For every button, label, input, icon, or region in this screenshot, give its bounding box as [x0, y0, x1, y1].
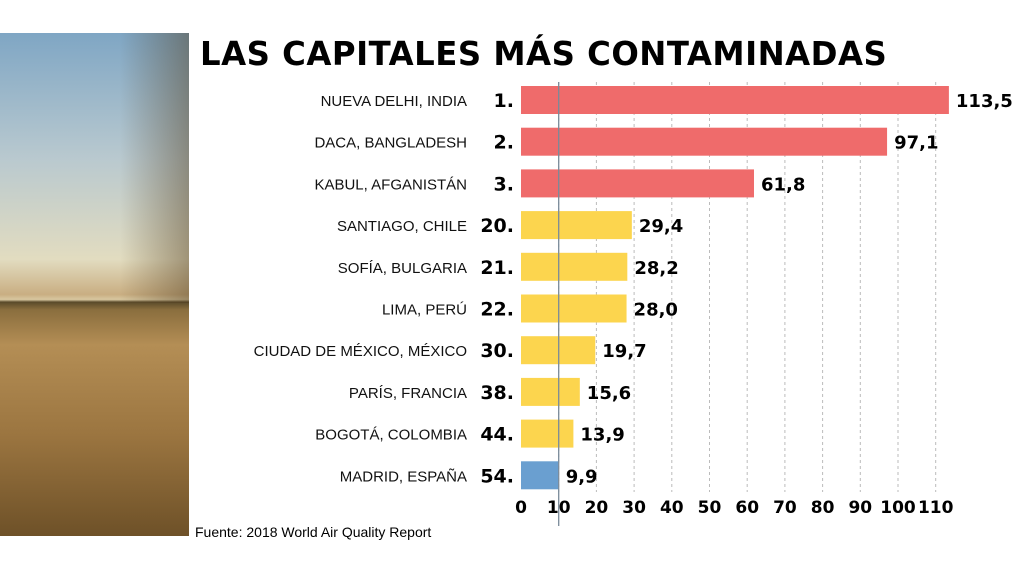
bar	[521, 294, 627, 323]
rank-label: 22.	[480, 299, 514, 321]
rank-label: 3.	[494, 173, 514, 195]
value-label: 61,8	[761, 174, 805, 195]
value-label: 15,6	[587, 383, 631, 404]
bar	[521, 461, 559, 490]
bar	[521, 86, 949, 114]
value-label: 29,4	[639, 216, 683, 237]
value-label: 28,0	[634, 300, 678, 321]
x-tick-label: 60	[735, 498, 759, 518]
rank-label: 30.	[480, 340, 514, 362]
category-label: MADRID, ESPAÑA	[340, 468, 467, 485]
category-label: BOGOTÁ, COLOMBIA	[315, 427, 467, 444]
x-tick-label: 100	[880, 498, 916, 518]
x-tick-label: 80	[811, 498, 835, 518]
category-label: LIMA, PERÚ	[382, 302, 467, 319]
rank-label: 38.	[480, 382, 514, 404]
value-label: 97,1	[894, 133, 938, 154]
category-label: SOFÍA, BULGARIA	[338, 260, 467, 277]
category-label: CIUDAD DE MÉXICO, MÉXICO	[254, 343, 467, 360]
value-label: 13,9	[580, 425, 624, 446]
category-label: NUEVA DELHI, INDIA	[321, 93, 467, 110]
source-note: Fuente: 2018 World Air Quality Report	[195, 524, 432, 540]
x-tick-label: 110	[918, 498, 954, 518]
bar	[521, 377, 580, 406]
rank-label: 21.	[480, 257, 514, 279]
x-tick-label: 90	[848, 498, 872, 518]
rank-label: 54.	[480, 465, 514, 487]
category-label: SANTIAGO, CHILE	[337, 218, 467, 235]
background-photo-dry-land	[0, 33, 189, 536]
category-label: DACA, BANGLADESH	[314, 135, 467, 152]
x-tick-label: 20	[585, 498, 609, 518]
rank-label: 2.	[494, 132, 514, 154]
bar	[521, 419, 574, 448]
x-tick-label: 50	[698, 498, 722, 518]
category-label: KABUL, AFGANISTÁN	[314, 176, 467, 193]
rank-label: 1.	[494, 90, 514, 112]
bar	[521, 169, 754, 198]
category-label: PARÍS, FRANCIA	[349, 385, 467, 402]
photo-shade	[120, 33, 189, 303]
bar	[521, 127, 888, 156]
rank-label: 44.	[480, 424, 514, 446]
rank-label: 20.	[480, 215, 514, 237]
bar	[521, 211, 632, 240]
chart-title: LAS CAPITALES MÁS CONTAMINADAS	[200, 34, 888, 73]
bar	[521, 252, 628, 281]
x-tick-label: 30	[622, 498, 646, 518]
x-tick-label: 70	[773, 498, 797, 518]
value-label: 113,5	[956, 91, 1013, 112]
value-label: 9,9	[566, 466, 598, 487]
x-tick-label: 40	[660, 498, 684, 518]
value-label: 19,7	[602, 341, 646, 362]
x-tick-label: 0	[515, 498, 527, 518]
value-label: 28,2	[634, 258, 678, 279]
